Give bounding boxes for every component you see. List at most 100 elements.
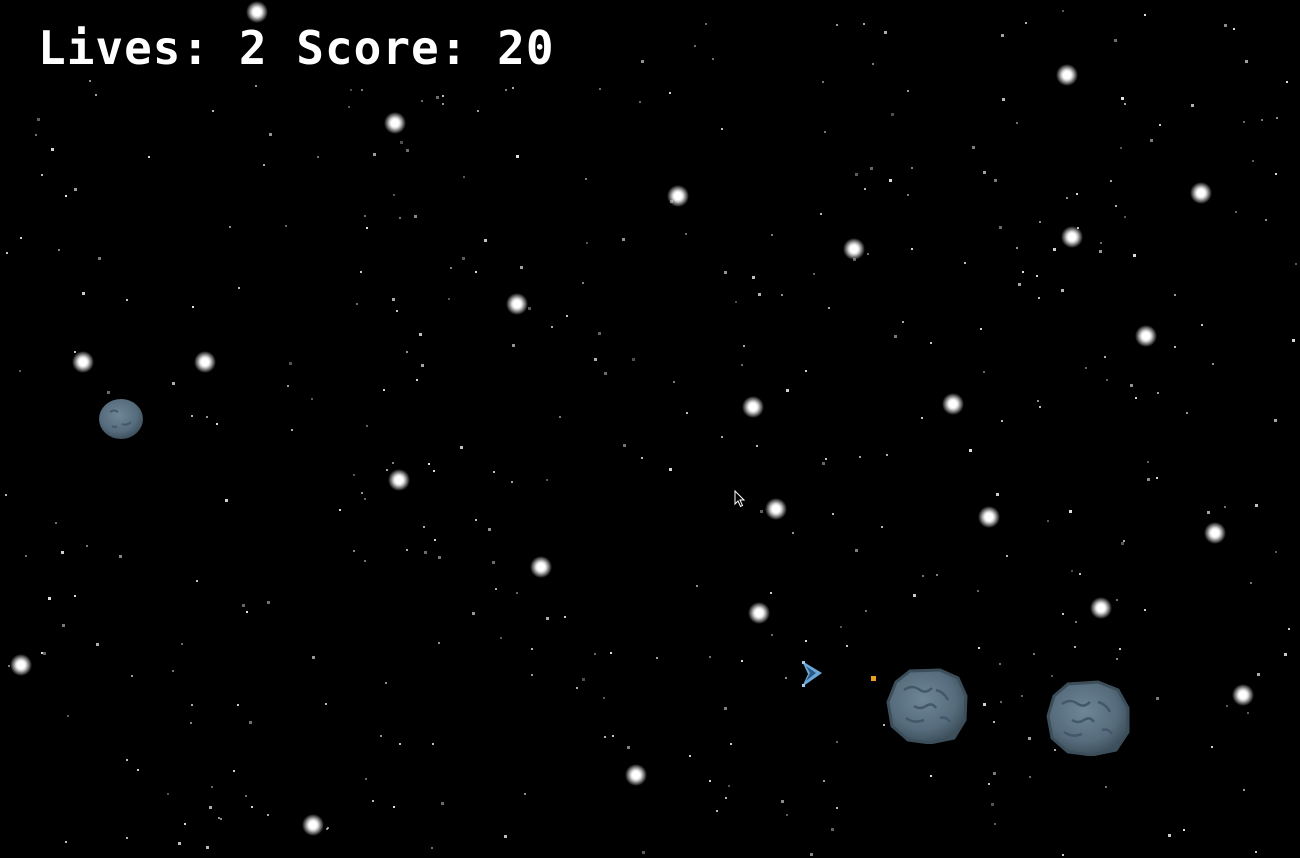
star	[436, 96, 439, 99]
star	[448, 298, 450, 300]
star	[438, 642, 440, 644]
star	[61, 551, 64, 554]
star	[396, 310, 398, 312]
star	[287, 385, 289, 387]
star	[907, 194, 909, 196]
star	[414, 215, 417, 218]
star	[211, 786, 213, 788]
star	[872, 63, 874, 65]
star	[576, 687, 578, 689]
star	[623, 444, 626, 447]
star	[58, 249, 60, 251]
star	[822, 81, 824, 83]
lives-value: 2	[238, 21, 268, 75]
star	[434, 539, 436, 541]
star	[353, 550, 355, 552]
star	[1233, 28, 1235, 30]
star	[1250, 582, 1252, 584]
star	[511, 481, 513, 483]
star	[1001, 420, 1003, 422]
star	[1224, 24, 1227, 27]
star	[1099, 250, 1102, 253]
star	[551, 326, 553, 328]
star	[582, 282, 584, 284]
star	[400, 141, 403, 144]
star	[1066, 197, 1068, 199]
star	[1001, 34, 1004, 37]
star	[822, 462, 825, 465]
star	[1243, 789, 1245, 791]
star	[781, 800, 784, 803]
star	[612, 735, 614, 737]
star	[531, 648, 533, 650]
star	[74, 188, 77, 191]
star	[43, 652, 46, 655]
star	[172, 382, 175, 385]
star	[1288, 628, 1290, 630]
star	[978, 647, 980, 649]
star	[309, 821, 317, 829]
star	[361, 492, 363, 494]
star	[339, 509, 341, 511]
star	[8, 665, 10, 667]
star	[1039, 406, 1041, 408]
star	[999, 663, 1001, 665]
star	[669, 92, 671, 94]
star	[472, 612, 475, 615]
star	[639, 101, 641, 103]
star	[237, 704, 239, 706]
star	[994, 179, 997, 182]
star	[74, 351, 76, 353]
star	[291, 429, 293, 431]
star	[325, 703, 327, 705]
star	[760, 510, 763, 513]
star	[1076, 193, 1078, 195]
star	[771, 634, 773, 636]
star	[599, 88, 601, 90]
star	[1150, 139, 1153, 142]
star	[1085, 367, 1087, 369]
star	[1286, 81, 1288, 83]
star	[1100, 242, 1102, 244]
star	[1147, 461, 1149, 463]
star	[983, 171, 986, 174]
star	[1062, 854, 1064, 856]
star	[586, 242, 588, 244]
star	[991, 803, 994, 806]
star	[836, 741, 838, 743]
star	[1265, 219, 1267, 221]
asteroid-icon	[99, 399, 143, 439]
star	[741, 364, 743, 366]
star	[196, 580, 198, 582]
star	[360, 271, 362, 273]
star	[5, 494, 7, 496]
star	[642, 851, 645, 854]
star	[725, 797, 727, 799]
star	[805, 640, 807, 642]
star	[993, 721, 995, 723]
star	[1275, 551, 1277, 553]
star	[312, 656, 315, 659]
star	[386, 469, 388, 471]
star	[1292, 339, 1295, 342]
star	[267, 814, 269, 816]
star	[949, 400, 957, 408]
star	[520, 266, 523, 269]
star	[245, 795, 247, 797]
star	[82, 292, 85, 295]
star	[1121, 97, 1124, 100]
star	[492, 561, 495, 564]
star	[107, 391, 110, 394]
star	[886, 454, 888, 456]
star	[921, 417, 923, 419]
star	[781, 294, 783, 296]
star	[364, 215, 366, 217]
star	[251, 806, 253, 808]
star	[1211, 746, 1213, 748]
star	[983, 703, 986, 706]
star	[462, 257, 465, 260]
star	[395, 476, 403, 484]
star	[255, 85, 257, 87]
star	[1211, 529, 1219, 537]
